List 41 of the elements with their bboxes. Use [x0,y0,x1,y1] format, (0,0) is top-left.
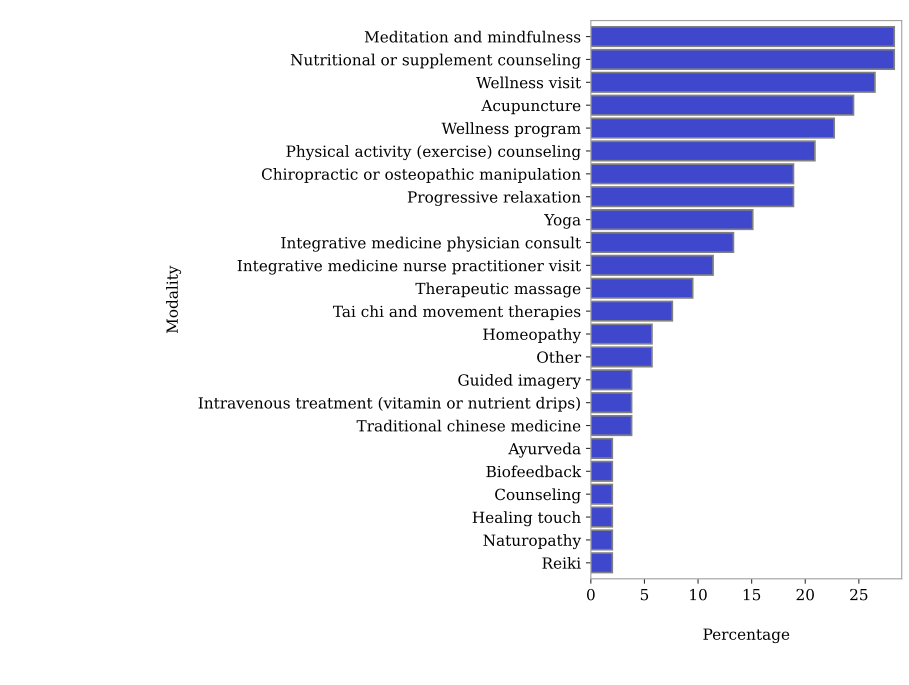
y-tick-label: Naturopathy [483,534,582,550]
x-tick-label: 15 [744,588,760,600]
y-tick-label: Traditional chinese medicine [356,420,580,432]
y-tick-label: Guided imagery [458,374,582,389]
y-tick-label: Homeopathy [483,328,582,344]
bar [590,506,614,528]
x-tick-label: 20 [796,588,814,600]
y-tick-label: Counseling [495,488,581,504]
y-tick-label: Tai chi and movement therapies [332,305,580,320]
bar [590,529,614,550]
y-tick-label: Ayurveda [508,442,581,458]
y-tick-label: Progressive relaxation [408,190,581,206]
y-tick-label: Wellness visit [476,76,582,88]
x-tick-label: 0 [586,588,595,600]
y-tick-label: Acupuncture [481,100,580,114]
y-tick-label: Integrative medicine physician consult [281,236,582,252]
y-tick-label: Biofeedback [486,465,582,478]
bar [590,414,632,436]
y-tick-label: Healing touch [472,511,581,526]
y-tick-label: Chiropractic or osteopathic manipulation [262,168,581,183]
bar [590,26,896,48]
y-axis-title: Modality [166,266,182,334]
x-tick-label: 10 [690,588,707,600]
bar [590,140,816,162]
x-tick-label: 5 [640,589,648,600]
bar [590,323,653,345]
x-tick-label: 25 [850,588,868,600]
y-tick-label: Nutritional or supplement counseling [290,54,581,69]
y-tick-label: Integrative medicine nurse practitioner visit [238,260,582,275]
x-axis-title: Percentage [703,628,790,644]
y-tick-label: Other [537,351,582,363]
y-tick-label: Therapeutic massage [415,282,580,298]
y-tick-label: Physical activity (exercise) counseling [286,145,581,160]
bar [590,232,734,254]
y-tick-label: Wellness program [442,122,581,138]
y-tick-label: Reiki [542,557,581,569]
bar [590,552,614,574]
bar [590,48,896,70]
y-tick-label: Meditation and mindfulness [364,30,580,43]
y-tick-label: Yoga [544,214,581,229]
y-tick-label: Intravenous treatment (vitamin or nutrient drips) [198,396,580,412]
